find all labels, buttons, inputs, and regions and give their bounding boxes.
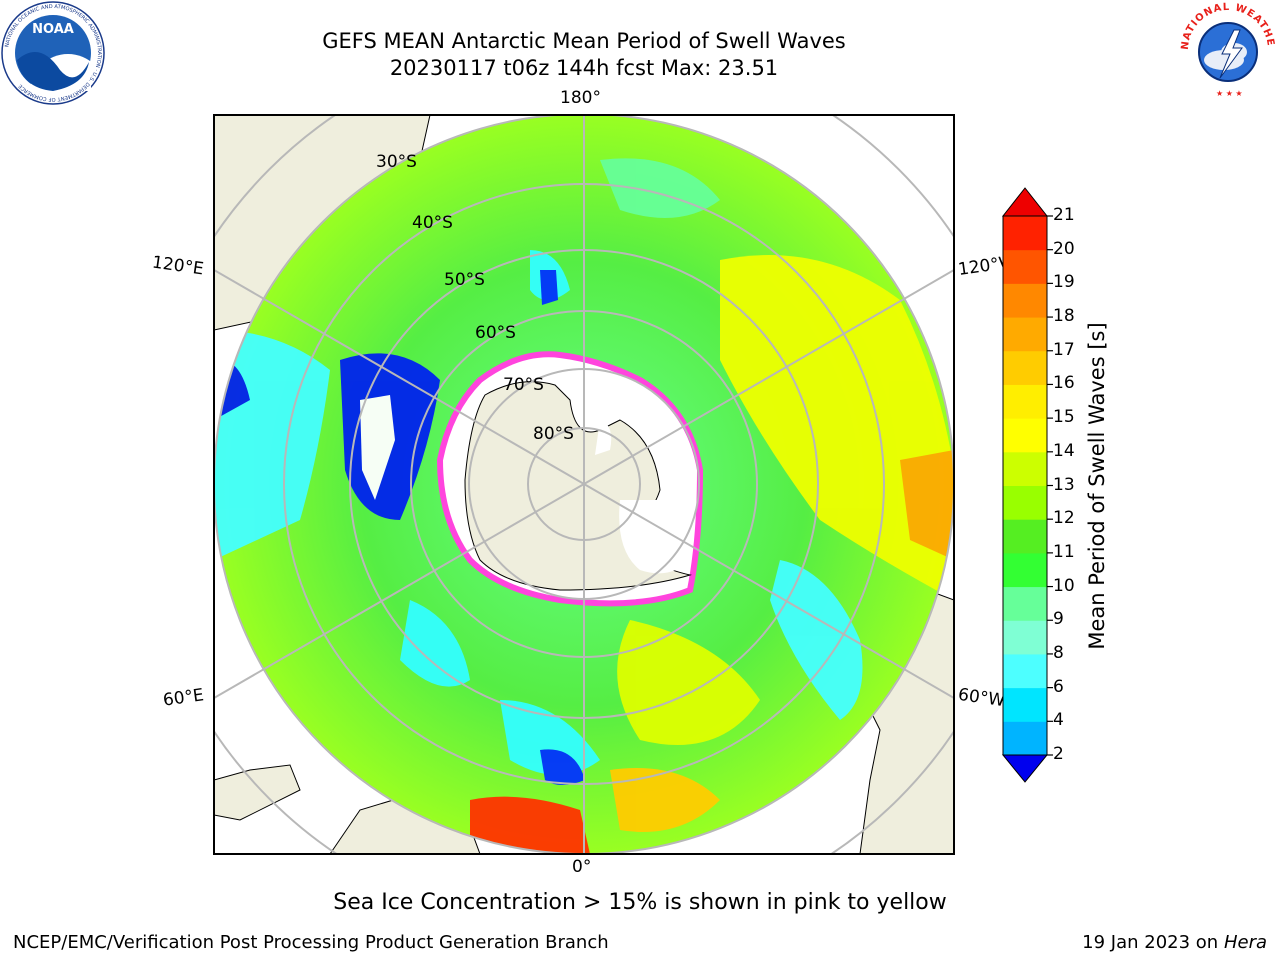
lon-label-0: 0° [572,857,592,877]
colorbar-segment [1003,620,1047,655]
colorbar-segment [1003,317,1047,352]
colorbar-segment [1003,552,1047,588]
sea-ice-caption: Sea Ice Concentration > 15% is shown in … [333,890,947,915]
colorbar-segment [1003,451,1047,486]
colorbar-tick-label: 17 [1053,339,1075,360]
lat-label-50s: 50°S [444,270,485,290]
colorbar-tick-label: 20 [1053,238,1075,259]
colorbar-tick-label: 12 [1053,508,1075,529]
colorbar-segment [1003,687,1047,722]
colorbar-under-triangle [1001,754,1049,783]
map-subtitle: 20230117 t06z 144h fcst Max: 23.51 [389,56,779,80]
footer-date-text: 19 Jan 2023 on [1082,932,1219,953]
nws-logo-icon: NATIONAL WEATHER SERVICE ★ ★ ★ [1176,0,1275,98]
colorbar-tick-label: 13 [1053,474,1075,495]
noaa-logo-icon: NOAA NATIONAL OCEANIC AND ATMOSPHERIC AD… [1,1,105,105]
colorbar-tick-label: 2 [1053,744,1064,764]
colorbar-segment [1003,485,1047,520]
lat-label-70s: 70°S [503,375,544,395]
footer-credit: NCEP/EMC/Verification Post Processing Pr… [13,932,609,953]
colorbar-segment [1003,519,1047,554]
colorbar-tick-label: 19 [1053,272,1075,293]
colorbar-tick-label: 11 [1053,541,1075,562]
lat-label-30s: 30°S [376,152,417,172]
lat-label-80s: 80°S [533,424,574,444]
colorbar-tick-label: 4 [1053,710,1064,731]
colorbar-tick-label: 15 [1053,407,1075,428]
colorbar-title: Mean Period of Swell Waves [s] [1085,322,1109,650]
colorbar-tick-label: 8 [1053,642,1064,663]
colorbar-segment [1003,249,1047,284]
colorbar-segment [1003,283,1047,318]
colorbar-segment [1003,418,1047,453]
colorbar-segment [1003,350,1047,385]
colorbar [1001,187,1053,783]
colorbar-tick-label: 21 [1053,205,1075,225]
lat-label-40s: 40°S [412,213,453,233]
colorbar-tick-label: 14 [1053,440,1075,461]
colorbar-tick-label: 10 [1053,575,1075,596]
colorbar-tick-label: 6 [1053,676,1064,697]
colorbar-segment [1003,721,1047,756]
map-title: GEFS MEAN Antarctic Mean Period of Swell… [322,29,846,53]
svg-text:★ ★ ★: ★ ★ ★ [1216,89,1243,98]
colorbar-segment [1003,216,1047,251]
colorbar-over-triangle [1001,187,1049,217]
colorbar-segment [1003,586,1047,621]
footer-machine: Hera [1223,932,1267,953]
colorbar-tick-label: 9 [1053,609,1064,630]
lat-label-60s: 60°S [475,323,516,343]
svg-text:NOAA: NOAA [32,22,74,37]
footer-date: 19 Jan 2023 on Hera [1082,932,1267,953]
colorbar-segment [1003,384,1047,419]
lon-label-180: 180° [560,88,601,108]
colorbar-tick-label: 16 [1053,373,1075,394]
colorbar-tick-label: 18 [1053,306,1075,327]
colorbar-segment [1003,653,1047,689]
